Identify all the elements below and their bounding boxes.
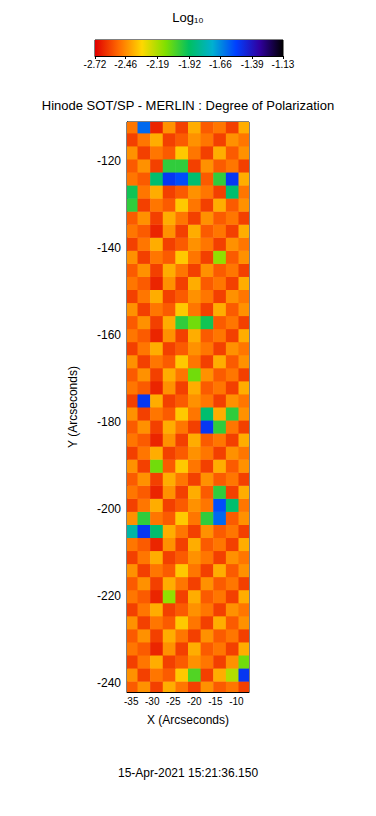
- svg-text:-1.92: -1.92: [178, 59, 201, 70]
- svg-text:-180: -180: [97, 415, 121, 429]
- svg-text:-240: -240: [97, 676, 121, 690]
- svg-text:-200: -200: [97, 502, 121, 516]
- svg-text:-140: -140: [97, 241, 121, 255]
- svg-text:-1.66: -1.66: [209, 59, 232, 70]
- svg-text:-30: -30: [145, 696, 160, 707]
- svg-text:-10: -10: [229, 696, 244, 707]
- svg-text:-220: -220: [97, 589, 121, 603]
- svg-text:-2.72: -2.72: [84, 59, 107, 70]
- svg-text:-1.13: -1.13: [272, 59, 295, 70]
- svg-text:-15: -15: [208, 696, 223, 707]
- svg-text:Hinode SOT/SP - MERLIN : Degre: Hinode SOT/SP - MERLIN : Degree of Polar…: [42, 98, 334, 113]
- svg-text:-20: -20: [187, 696, 202, 707]
- svg-text:-25: -25: [166, 696, 181, 707]
- svg-text:-160: -160: [97, 328, 121, 342]
- svg-text:-120: -120: [97, 154, 121, 168]
- svg-text:15-Apr-2021 15:21:36.150: 15-Apr-2021 15:21:36.150: [118, 766, 258, 780]
- svg-text:-1.39: -1.39: [241, 59, 264, 70]
- svg-text:-35: -35: [124, 696, 139, 707]
- svg-text:X (Arcseconds): X (Arcseconds): [147, 713, 229, 727]
- svg-text:Y (Arcseconds): Y (Arcseconds): [66, 366, 80, 448]
- svg-text:Log₁₀: Log₁₀: [172, 10, 203, 25]
- svg-text:-2.46: -2.46: [114, 59, 137, 70]
- svg-text:-2.19: -2.19: [146, 59, 169, 70]
